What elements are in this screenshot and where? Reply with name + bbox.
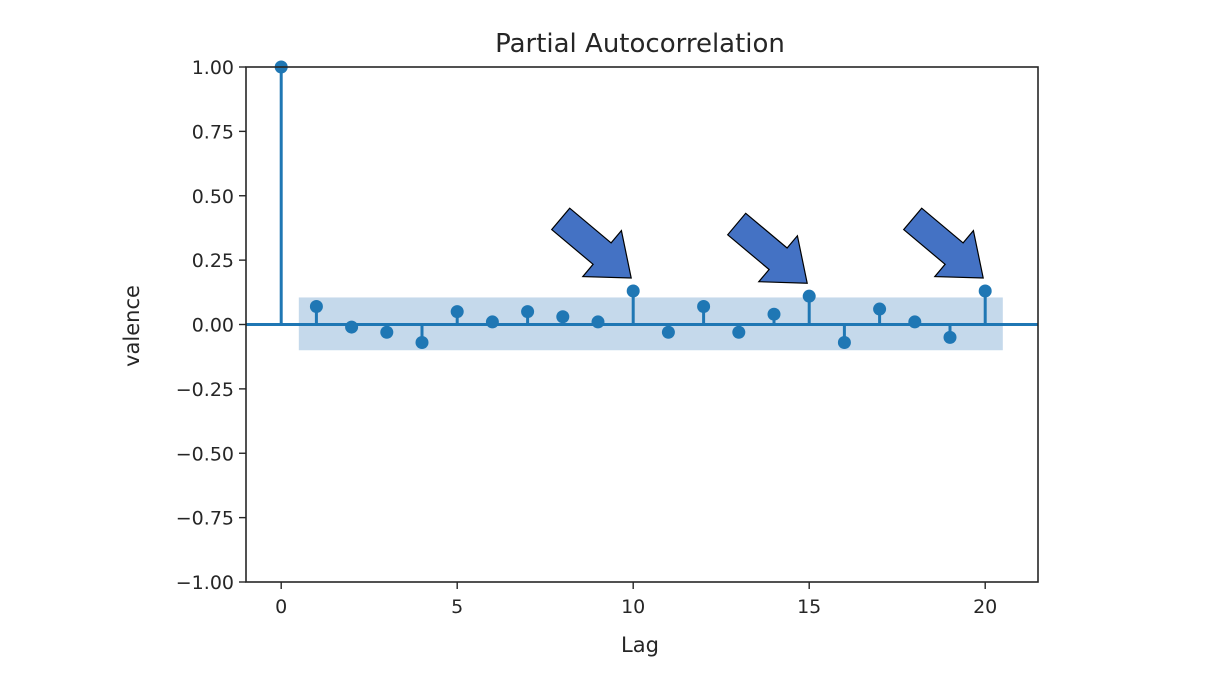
y-tick-label-3: 0.25 — [192, 250, 234, 272]
stem-marker-lag-16 — [837, 336, 851, 350]
x-tick-label-20: 20 — [973, 596, 997, 618]
stem-marker-lag-5 — [450, 305, 464, 319]
stem-marker-lag-6 — [485, 315, 499, 329]
y-tick-label-0: 1.00 — [192, 57, 234, 79]
stem-marker-lag-7 — [521, 305, 535, 319]
x-tick-label-0: 0 — [275, 596, 287, 618]
stem-marker-lag-19 — [943, 330, 957, 344]
ticks-layer: 0 5 10 15 20 1.00 0.75 0.50 0.25 0.00 −0.25 −0.50 −0… — [176, 57, 998, 618]
stem-marker-lag-12 — [697, 299, 711, 313]
arrows-layer — [550, 207, 984, 284]
stem-marker-lag-4 — [415, 336, 429, 350]
stem-marker-lag-17 — [873, 302, 887, 316]
y-tick-label-2: 0.50 — [192, 186, 234, 208]
x-tick-label-15: 15 — [797, 596, 821, 618]
x-axis-label: Lag — [621, 633, 659, 657]
chart-title: Partial Autocorrelation — [495, 29, 785, 59]
y-tick-label-5: −0.25 — [176, 379, 234, 401]
y-tick-label-6: −0.50 — [176, 443, 234, 465]
stem-marker-lag-2 — [345, 320, 359, 334]
annotation-arrow-lag-15 — [726, 212, 808, 284]
y-tick-label-1: 0.75 — [192, 121, 234, 143]
stem-marker-lag-10 — [626, 284, 640, 298]
stem-marker-lag-1 — [309, 299, 323, 313]
stem-marker-lag-14 — [767, 307, 781, 321]
stem-marker-lag-13 — [732, 325, 746, 339]
x-tick-label-10: 10 — [621, 596, 645, 618]
y-tick-label-4: 0.00 — [192, 315, 234, 337]
x-tick-label-5: 5 — [451, 596, 463, 618]
stem-marker-lag-8 — [556, 310, 570, 324]
y-tick-label-7: −0.75 — [176, 508, 234, 530]
stem-marker-lag-9 — [591, 315, 605, 329]
stem-marker-lag-15 — [802, 289, 816, 303]
stem-marker-lag-11 — [661, 325, 675, 339]
stem-marker-lag-3 — [380, 325, 394, 339]
y-tick-label-8: −1.00 — [176, 572, 234, 594]
stem-marker-lag-18 — [908, 315, 922, 329]
annotation-arrow-lag-20 — [902, 207, 984, 279]
annotation-arrow-lag-10 — [550, 207, 632, 279]
stem-marker-lag-20 — [978, 284, 992, 298]
y-axis-label: valence — [120, 285, 144, 367]
